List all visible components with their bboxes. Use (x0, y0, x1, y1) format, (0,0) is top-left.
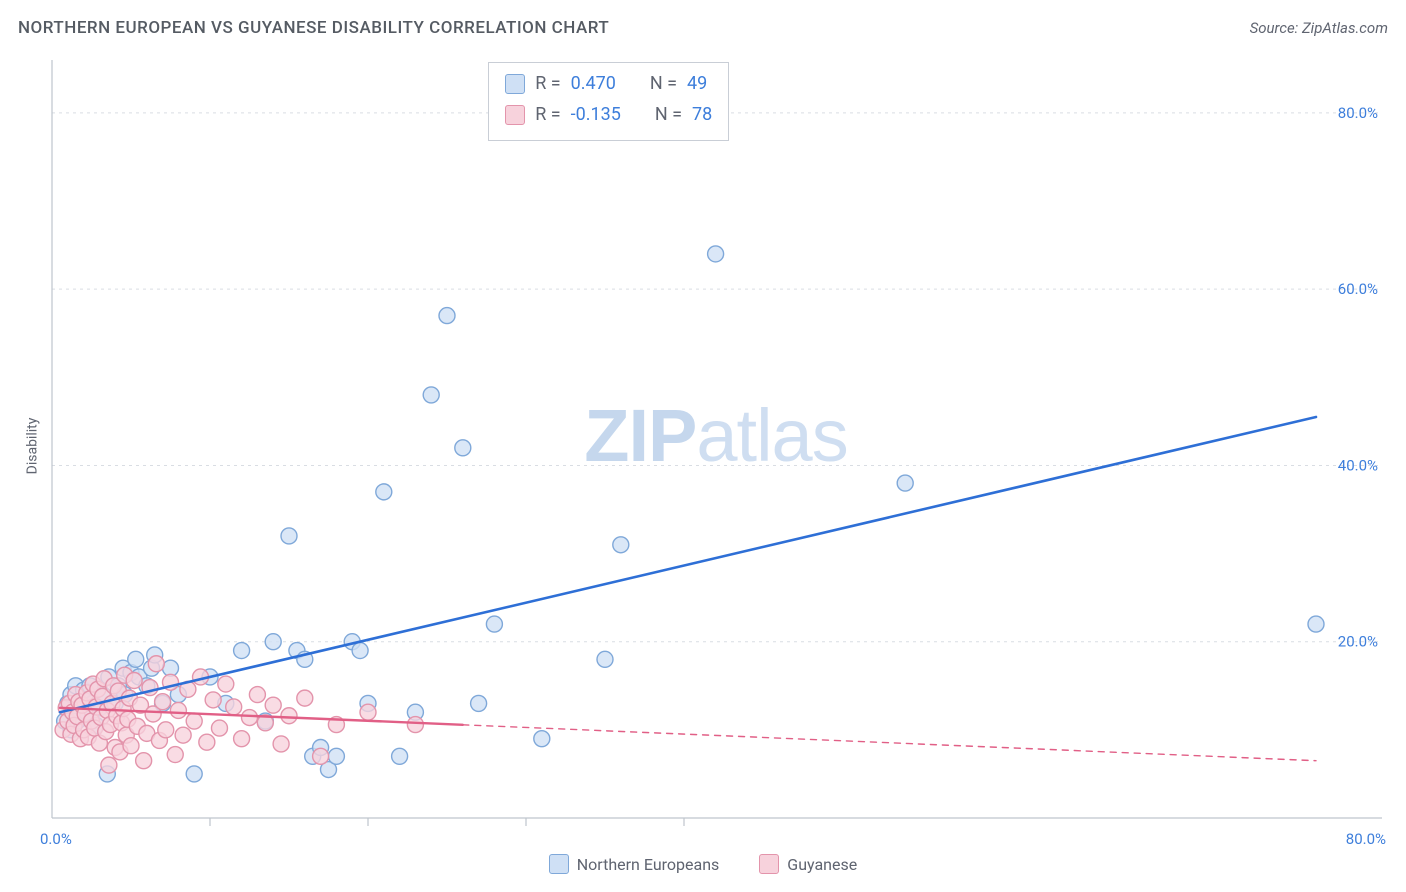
stats-n-label: N = (655, 100, 682, 131)
stats-r-value: -0.135 (571, 100, 621, 131)
chart-area: 20.0%40.0%60.0%80.0% ZIPatlas R =0.470N … (46, 56, 1386, 832)
stats-r-label: R = (535, 100, 560, 131)
source-label: Source: ZipAtlas.com (1250, 19, 1388, 37)
correlation-stats-box: R =0.470N =49R =-0.135N =78 (488, 62, 729, 141)
bottom-legend: Northern Europeans Guyanese (0, 854, 1406, 874)
legend-item: Guyanese (759, 854, 857, 874)
stats-row: R = -0.135 N = 78 (505, 100, 712, 131)
stats-n-label: N = (650, 69, 677, 100)
stats-r-label: R = (535, 69, 560, 100)
stats-row: R = 0.470 N = 49 (505, 69, 712, 100)
legend-swatch (549, 854, 569, 874)
svg-text:60.0%: 60.0% (1338, 280, 1378, 298)
stats-swatch (505, 74, 525, 94)
x-axis-max-label: 80.0% (1346, 830, 1386, 848)
svg-text:20.0%: 20.0% (1338, 633, 1378, 651)
x-axis-origin-label: 0.0% (40, 830, 72, 848)
svg-text:80.0%: 80.0% (1338, 104, 1378, 122)
legend-swatch (759, 854, 779, 874)
legend-item: Northern Europeans (549, 854, 720, 874)
stats-r-value: 0.470 (571, 69, 616, 100)
y-axis-label: Disability (24, 418, 40, 475)
svg-text:40.0%: 40.0% (1338, 456, 1378, 474)
scatter-chart-svg: 20.0% 40.0% 60.0% 80.0% (46, 56, 1386, 832)
stats-n-value: 78 (692, 100, 712, 131)
chart-title: NORTHERN EUROPEAN VS GUYANESE DISABILITY… (18, 18, 609, 38)
stats-swatch (505, 105, 525, 125)
stats-n-value: 49 (687, 69, 707, 100)
legend-label: Guyanese (787, 855, 857, 874)
legend-label: Northern Europeans (577, 855, 720, 874)
